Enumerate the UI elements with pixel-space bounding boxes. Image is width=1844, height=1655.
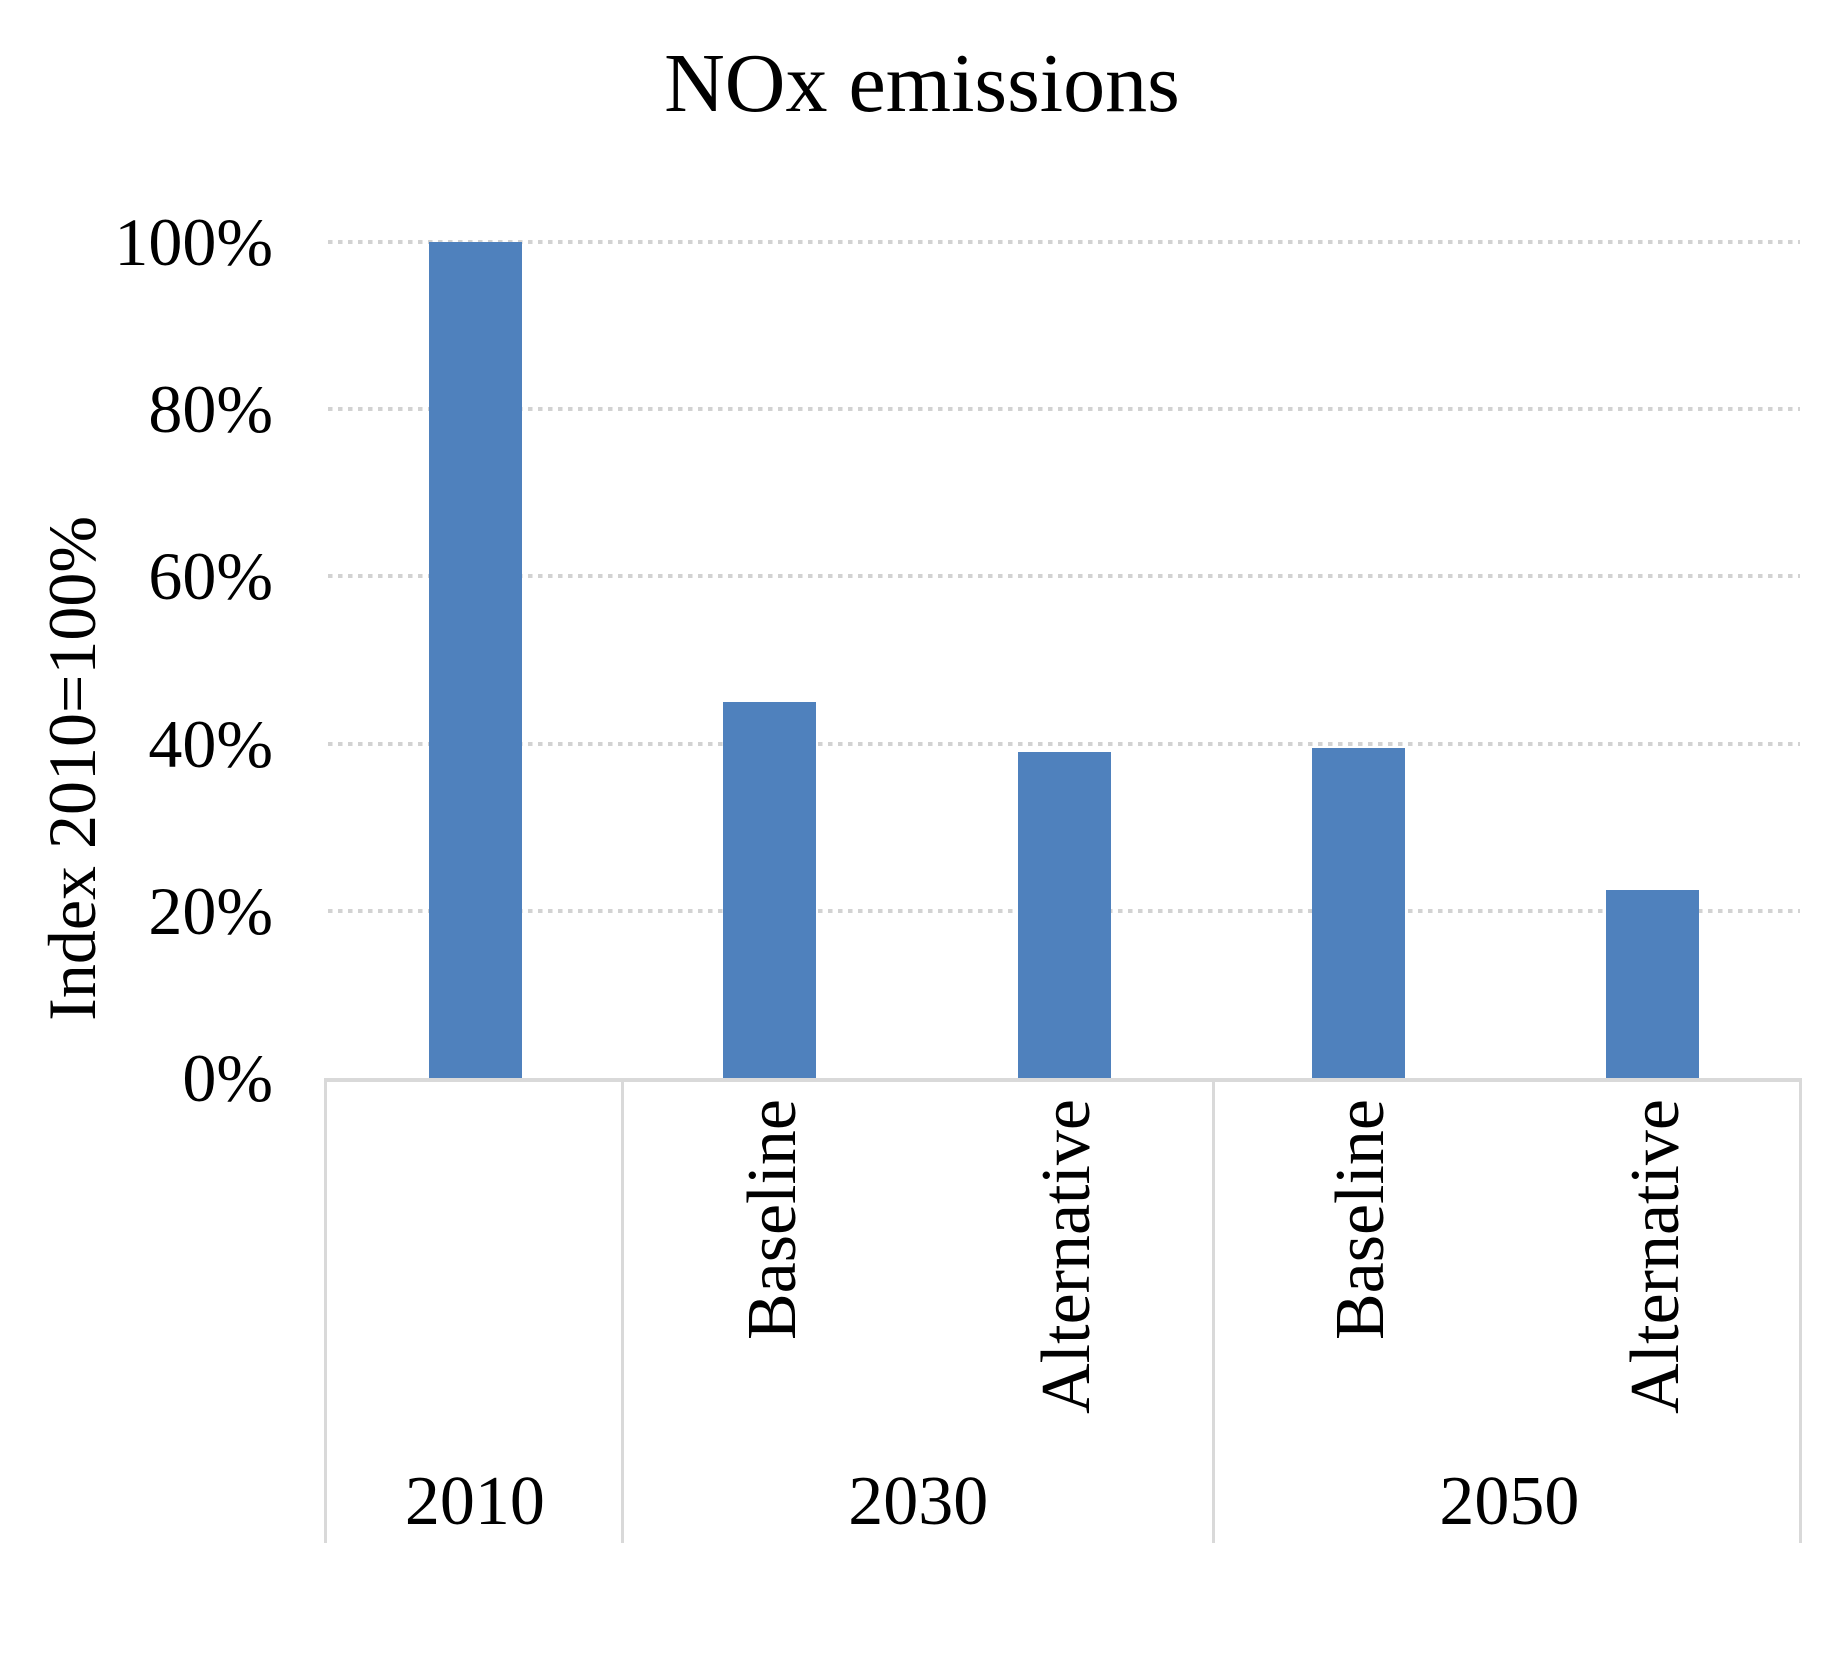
category-label-2050-alternative: Alternative	[1616, 1099, 1694, 1414]
group-divider-2010	[621, 1082, 625, 1543]
bar-2050-baseline	[1311, 747, 1405, 1078]
y-tick-label-100: 100%	[114, 204, 273, 280]
gridline-40	[328, 741, 1800, 746]
bar-2050-alternative	[1606, 889, 1700, 1078]
chart-title: NOx emissions	[664, 37, 1180, 130]
category-label-2030-alternative: Alternative	[1028, 1099, 1105, 1414]
y-tick-label-0: 0%	[182, 1040, 273, 1116]
y-tick-label-40: 40%	[148, 705, 273, 782]
y-tick-label-80: 80%	[148, 371, 273, 448]
bar-2030-baseline	[723, 701, 817, 1078]
group-divider-2030	[1212, 1082, 1216, 1543]
group-label-2030: 2030	[848, 1463, 989, 1540]
plot-area	[328, 240, 1800, 1078]
gridline-60	[328, 574, 1800, 579]
x-axis-label-table: Baseline Alternative Baseline Alternative 20…	[324, 1078, 1802, 1543]
category-label-2050-baseline: Baseline	[1322, 1099, 1400, 1341]
group-label-2010: 2010	[404, 1463, 545, 1540]
gridline-80	[328, 407, 1800, 412]
y-tick-label-60: 60%	[148, 538, 273, 615]
group-label-2050: 2050	[1439, 1463, 1580, 1540]
bar-2010	[428, 242, 522, 1078]
gridline-100	[328, 240, 1800, 244]
bar-2030-alternative	[1017, 751, 1111, 1078]
category-label-2030-baseline: Baseline	[733, 1099, 811, 1341]
y-tick-label-20: 20%	[148, 872, 273, 949]
